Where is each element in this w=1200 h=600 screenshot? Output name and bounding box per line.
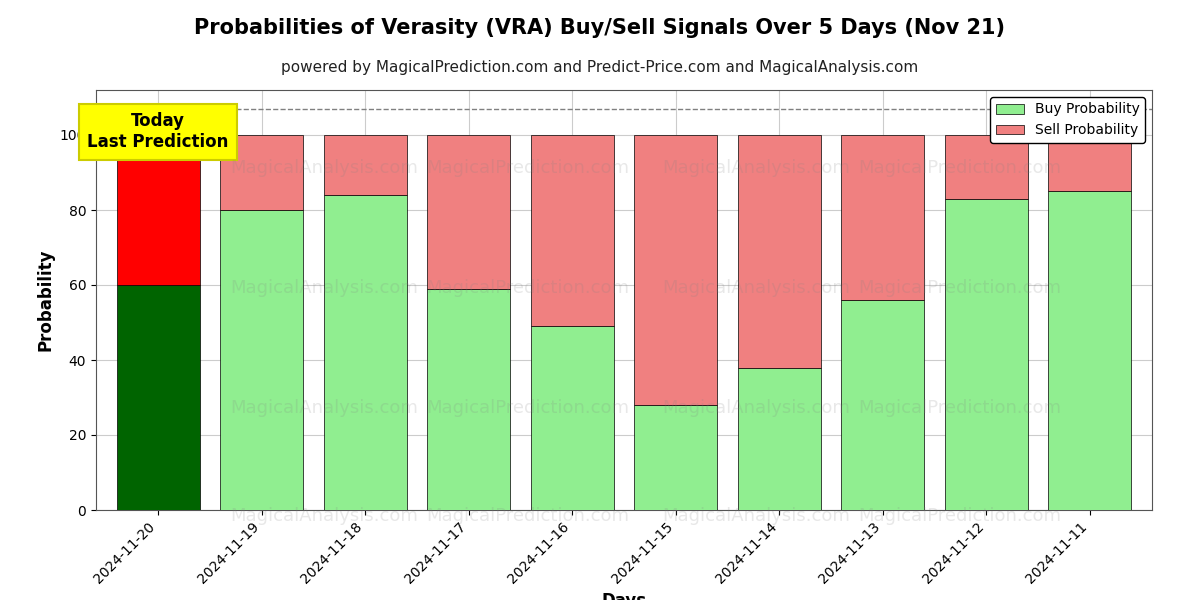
Legend: Buy Probability, Sell Probability: Buy Probability, Sell Probability [990,97,1145,143]
Text: MagicalPrediction.com: MagicalPrediction.com [426,159,630,177]
Bar [116,135,199,285]
Bar [635,135,718,405]
Bar [944,199,1027,510]
Text: MagicalAnalysis.com: MagicalAnalysis.com [230,399,418,417]
Text: MagicalAnalysis.com: MagicalAnalysis.com [230,279,418,297]
Text: MagicalPrediction.com: MagicalPrediction.com [426,507,630,525]
Bar [530,135,613,326]
Text: powered by MagicalPrediction.com and Predict-Price.com and MagicalAnalysis.com: powered by MagicalPrediction.com and Pre… [281,60,919,75]
Text: MagicalAnalysis.com: MagicalAnalysis.com [662,399,850,417]
Bar [221,135,304,210]
Text: MagicalPrediction.com: MagicalPrediction.com [426,399,630,417]
Text: MagicalPrediction.com: MagicalPrediction.com [858,399,1062,417]
Text: MagicalPrediction.com: MagicalPrediction.com [426,279,630,297]
Text: Today
Last Prediction: Today Last Prediction [88,113,229,151]
Text: MagicalPrediction.com: MagicalPrediction.com [858,507,1062,525]
Bar [427,135,510,289]
X-axis label: Days: Days [601,592,647,600]
Bar [324,195,407,510]
Bar [427,289,510,510]
Bar [116,285,199,510]
Text: MagicalPrediction.com: MagicalPrediction.com [858,279,1062,297]
Bar [635,405,718,510]
Bar [738,367,821,510]
Text: MagicalAnalysis.com: MagicalAnalysis.com [230,507,418,525]
Bar [530,326,613,510]
Bar [1049,191,1132,510]
Text: MagicalAnalysis.com: MagicalAnalysis.com [230,159,418,177]
Bar [324,135,407,195]
Text: MagicalAnalysis.com: MagicalAnalysis.com [662,159,850,177]
Text: MagicalAnalysis.com: MagicalAnalysis.com [662,279,850,297]
Bar [841,300,924,510]
Bar [944,135,1027,199]
Bar [221,210,304,510]
Text: MagicalAnalysis.com: MagicalAnalysis.com [662,507,850,525]
Text: Probabilities of Verasity (VRA) Buy/Sell Signals Over 5 Days (Nov 21): Probabilities of Verasity (VRA) Buy/Sell… [194,18,1006,38]
Bar [738,135,821,367]
Y-axis label: Probability: Probability [36,249,54,351]
Bar [1049,135,1132,191]
Text: MagicalPrediction.com: MagicalPrediction.com [858,159,1062,177]
Bar [841,135,924,300]
